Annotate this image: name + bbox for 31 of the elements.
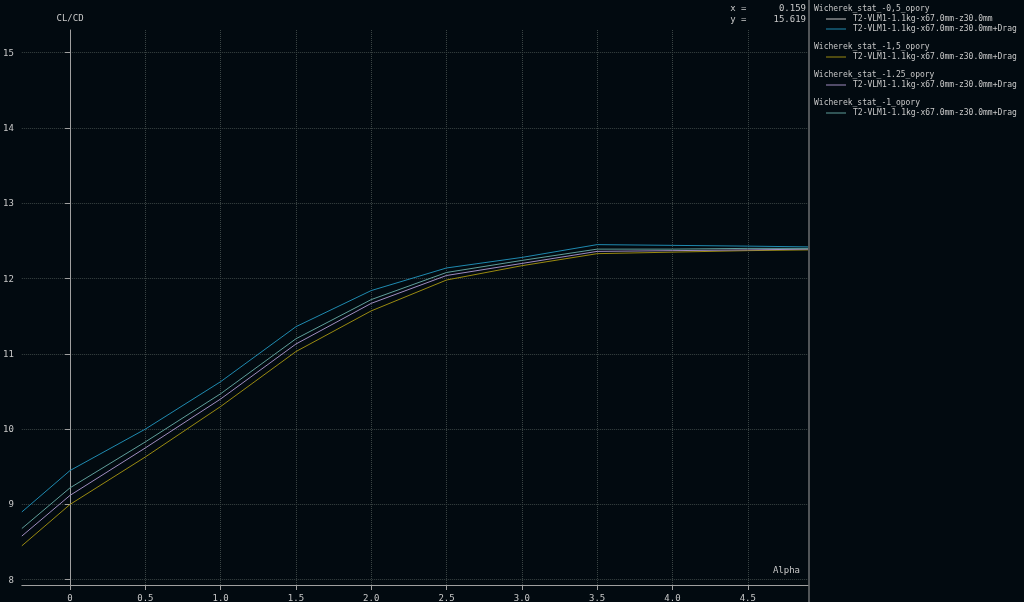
x-tick-label: 1.5 [287, 592, 305, 602]
legend-label: T2-VLM1-1.1kg-x67.0mm-z30.0mm+Drag [853, 79, 1017, 89]
x-tick-label: 4.0 [664, 592, 681, 602]
y-axis-title: CL/CD [56, 12, 84, 23]
text: Wicherek_stat_-1.25_opory [814, 69, 935, 79]
y-tick-label: 9 [8, 499, 14, 510]
x-tick-label: 3.0 [513, 592, 530, 602]
legend-label: T2-VLM1-1.1kg-x67.0mm-z30.0mm+Drag [853, 51, 1017, 61]
x-tick-label: 3.5 [589, 592, 606, 602]
y-tick-label: 10 [2, 424, 14, 435]
x-tick-label: 2.5 [438, 592, 455, 602]
x-tick-label: 0.5 [137, 592, 154, 602]
x-tick-label: 2.0 [363, 592, 380, 602]
x-tick-label: 0 [67, 592, 73, 602]
y-tick-label: 12 [2, 273, 14, 284]
y-tick-label: 15 [2, 47, 14, 58]
y-tick-label: 11 [2, 348, 14, 359]
text: Wicherek_stat_-1,5_opory [814, 41, 930, 51]
x-tick-label: 1.0 [212, 592, 229, 602]
x-axis-title: Alpha [772, 565, 800, 575]
y-tick-label: 8 [8, 574, 14, 585]
text: x = 0.159 [730, 2, 806, 13]
text: Wicherek_stat_-0,5_opory [814, 3, 930, 13]
legend-label: T2-VLM1-1.1kg-x67.0mm-z30.0mm+Drag [853, 107, 1017, 117]
legend-label: T2-VLM1-1.1kg-x67.0mm-z30.0mm [853, 13, 993, 23]
x-tick-label: 4.5 [739, 592, 756, 602]
text: y = 15.619 [730, 13, 806, 24]
y-tick-label: 14 [2, 122, 14, 133]
legend-label: T2-VLM1-1.1kg-x67.0mm-z30.0mm+Drag [853, 23, 1017, 33]
text: Wicherek_stat_-1_opory [814, 97, 921, 107]
y-tick-label: 13 [2, 198, 14, 209]
